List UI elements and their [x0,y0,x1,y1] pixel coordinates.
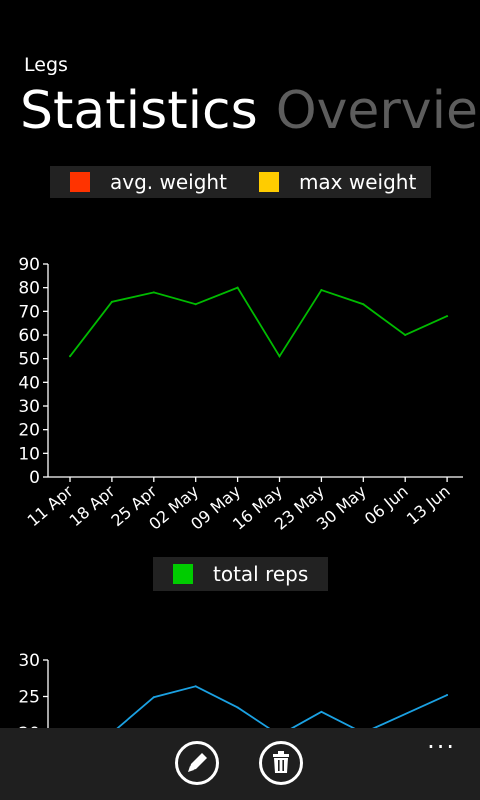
data-point [69,355,71,358]
data-point [446,315,449,318]
reps-line-chart: 202530 [18,651,449,740]
y-tick-label: 40 [18,373,40,393]
data-point [194,685,197,688]
data-point [446,694,449,697]
delete-icon [273,751,289,773]
y-tick-label: 60 [18,326,40,346]
legend-item-total-reps: total reps [173,562,308,586]
total-reps-swatch [173,564,193,584]
y-tick-label: 90 [18,255,40,275]
legend-item-max-weight: max weight [258,170,417,194]
y-tick-label: 80 [18,279,40,299]
legend-item-avg-weight: avg. weight [70,170,227,194]
x-tick-label: 18 Apr [66,481,119,530]
max-weight-swatch [258,172,279,192]
data-point [194,303,197,306]
data-point [278,355,281,358]
pivot-tab-statistics[interactable]: Statistics [20,81,258,141]
data-point [236,706,239,709]
y-tick-label: 70 [18,302,40,322]
legend-label: avg. weight [110,170,227,194]
x-tick-label: 11 Apr [24,481,77,530]
data-point [320,710,323,713]
delete-button[interactable] [259,741,303,785]
y-tick-label: 20 [18,421,40,441]
y-tick-label: 0 [29,468,40,488]
data-point [152,291,155,294]
series-line [69,286,448,359]
data-point [362,303,365,306]
avg-weight-swatch [70,172,90,192]
more-options-button[interactable]: ... [427,726,456,754]
app-bar: ... [0,728,480,800]
reps-chart-legend: total reps [153,557,328,591]
data-point [236,286,239,289]
legend-label: max weight [298,170,417,194]
weight-chart-legend: avg. weight max weight [50,166,431,198]
y-tick-label: 30 [18,651,40,671]
pivot-header: Statistics Overview [20,76,480,146]
app-title: Legs [24,54,68,76]
y-tick-label: 30 [18,397,40,417]
edit-icon [188,753,207,772]
y-tick-label: 10 [18,444,40,464]
data-point [320,289,323,292]
x-tick-label: 06 Jun [361,482,412,529]
x-tick-label: 13 Jun [403,482,454,529]
y-tick-label: 50 [18,350,40,370]
edit-button[interactable] [175,741,219,785]
data-point [152,696,155,699]
data-point [110,300,113,303]
legend-label: total reps [213,562,309,586]
data-point [404,334,407,336]
pivot-tab-overview[interactable]: Overview [275,81,480,141]
y-tick-label: 25 [18,688,40,708]
